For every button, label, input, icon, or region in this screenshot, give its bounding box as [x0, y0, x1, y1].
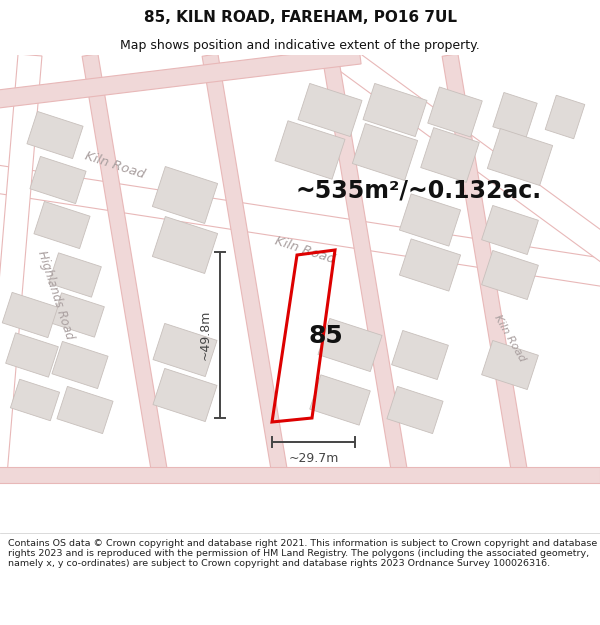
Polygon shape [57, 386, 113, 434]
Polygon shape [310, 375, 370, 425]
Polygon shape [400, 194, 461, 246]
Text: 85: 85 [308, 324, 343, 348]
Polygon shape [387, 386, 443, 434]
Polygon shape [152, 216, 218, 274]
Text: Map shows position and indicative extent of the property.: Map shows position and indicative extent… [120, 39, 480, 51]
Polygon shape [318, 318, 382, 372]
Polygon shape [482, 341, 538, 389]
Polygon shape [332, 44, 600, 271]
Polygon shape [30, 156, 86, 204]
Polygon shape [400, 239, 461, 291]
Text: Kiln Road: Kiln Road [493, 312, 527, 363]
Polygon shape [153, 368, 217, 422]
Text: Contains OS data © Crown copyright and database right 2021. This information is : Contains OS data © Crown copyright and d… [8, 539, 597, 568]
Polygon shape [482, 251, 538, 299]
Text: Kiln Road: Kiln Road [83, 149, 147, 181]
Polygon shape [322, 54, 408, 476]
Polygon shape [0, 46, 361, 109]
Text: ~29.7m: ~29.7m [289, 451, 338, 464]
Polygon shape [428, 87, 482, 137]
Text: Kiln Road: Kiln Road [273, 234, 337, 266]
Polygon shape [10, 379, 59, 421]
Polygon shape [52, 293, 104, 337]
Polygon shape [49, 253, 101, 297]
Polygon shape [52, 341, 108, 389]
Text: Highlands Road: Highlands Road [35, 249, 76, 341]
Polygon shape [352, 124, 418, 181]
Polygon shape [363, 83, 427, 137]
Polygon shape [0, 54, 42, 476]
Polygon shape [421, 127, 479, 182]
Polygon shape [545, 95, 585, 139]
Text: ~49.8m: ~49.8m [199, 310, 212, 360]
Polygon shape [275, 121, 345, 179]
Polygon shape [34, 201, 90, 249]
Polygon shape [392, 331, 448, 379]
Polygon shape [27, 111, 83, 159]
Text: 85, KILN ROAD, FAREHAM, PO16 7UL: 85, KILN ROAD, FAREHAM, PO16 7UL [143, 10, 457, 25]
Polygon shape [82, 54, 168, 476]
Polygon shape [298, 83, 362, 137]
Polygon shape [153, 323, 217, 377]
Polygon shape [493, 92, 537, 138]
Polygon shape [0, 161, 600, 289]
Polygon shape [5, 333, 58, 377]
Polygon shape [482, 206, 538, 254]
Polygon shape [152, 166, 218, 224]
Text: ~535m²/~0.132ac.: ~535m²/~0.132ac. [295, 178, 541, 202]
Polygon shape [202, 54, 288, 476]
Polygon shape [487, 129, 553, 186]
Polygon shape [2, 292, 58, 338]
Polygon shape [0, 467, 600, 483]
Polygon shape [442, 54, 528, 476]
